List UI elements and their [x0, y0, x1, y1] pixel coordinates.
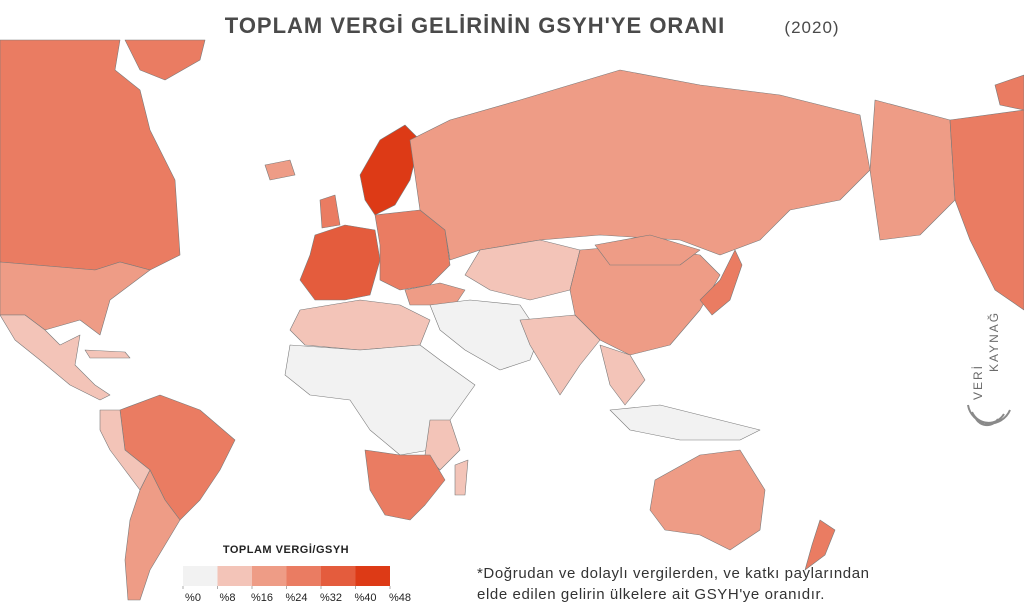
legend-tick-label: %0 — [185, 592, 201, 604]
uk — [319, 194, 341, 229]
western-europe — [299, 224, 381, 301]
east-africa — [424, 419, 461, 471]
japan-korea — [699, 249, 743, 316]
madagascar — [454, 459, 469, 496]
watermark-line1: VERİ — [971, 364, 985, 400]
legend-tick-label: %24 — [285, 592, 307, 604]
canada-east — [949, 109, 1024, 311]
iceland — [264, 159, 296, 181]
legend-tick-label: %40 — [354, 592, 376, 604]
turkey — [404, 282, 466, 306]
title: TOPLAM VERGİ GELİRİNİN GSYH'YE ORANI — [225, 13, 725, 38]
central-asia — [464, 239, 581, 301]
mongolia — [594, 234, 701, 266]
legend-swatch — [183, 566, 218, 586]
watermark-line2: KAYNAĞ — [986, 311, 1001, 372]
legend-tick-label: %32 — [320, 592, 342, 604]
indonesia-philippines — [609, 404, 761, 441]
footnote-line1: *Doğrudan ve dolaylı vergilerden, ve kat… — [477, 565, 870, 582]
legend-swatch — [355, 566, 390, 586]
southern-africa — [364, 449, 446, 521]
legend: TOPLAM VERGİ/GSYH %0 %8 %16 %24 %32 %40 %48 — [182, 543, 411, 604]
greenland-east — [994, 74, 1024, 111]
legend-swatch — [252, 566, 287, 586]
australia — [649, 449, 766, 551]
nordics — [359, 124, 421, 216]
watermark-logo — [967, 404, 1011, 426]
middle-east — [429, 299, 541, 371]
legend-tick-label: %48 — [389, 592, 411, 604]
new-zealand — [804, 519, 836, 571]
caribbean — [84, 349, 131, 359]
arctic-islands — [124, 39, 206, 81]
legend-tick-label: %8 — [220, 592, 236, 604]
footnote-line2: elde edilen gelirin ülkelere ait GSYH'ye… — [477, 586, 825, 603]
watermark: VERİ KAYNAĞ — [967, 311, 1011, 426]
legend-swatch — [321, 566, 356, 586]
southern-cone — [124, 469, 181, 601]
legend-title: TOPLAM VERGİ/GSYH — [223, 543, 349, 556]
southeast-asia — [599, 344, 646, 406]
legend-tick-label: %16 — [251, 592, 273, 604]
legend-swatch — [286, 566, 321, 586]
world-map — [0, 39, 1024, 601]
year: (2020) — [784, 18, 839, 37]
legend-swatch — [217, 566, 252, 586]
mexico-central-america — [0, 314, 111, 401]
russia — [409, 69, 871, 261]
